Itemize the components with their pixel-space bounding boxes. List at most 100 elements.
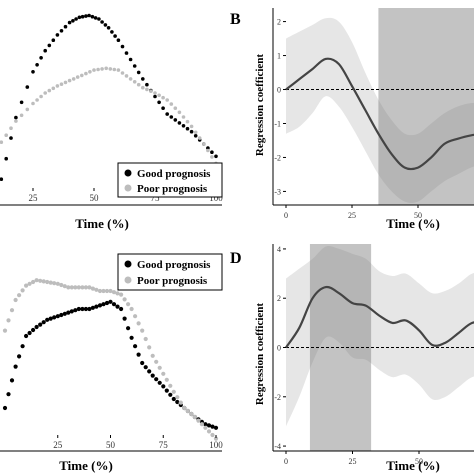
series-1-point bbox=[150, 353, 155, 358]
series-1-point bbox=[20, 288, 25, 293]
panel-a-plot bbox=[0, 13, 218, 181]
y-tick-label: -4 bbox=[274, 442, 281, 451]
series-0-point bbox=[51, 38, 56, 42]
series-1-point bbox=[112, 67, 117, 72]
confidence-band bbox=[286, 17, 474, 203]
y-tick-label: 4 bbox=[277, 245, 281, 254]
series-0-point bbox=[17, 354, 22, 359]
series-1-point bbox=[111, 290, 117, 295]
series-1-point bbox=[2, 328, 8, 333]
series-0-point bbox=[157, 380, 162, 385]
series-1-point bbox=[120, 71, 125, 75]
series-0-point bbox=[124, 51, 129, 55]
series-0-point bbox=[133, 344, 138, 349]
y-tick-label: 0 bbox=[277, 344, 281, 353]
series-0-point bbox=[73, 308, 78, 313]
series-1-point bbox=[182, 405, 187, 411]
series-0-point bbox=[153, 94, 157, 99]
legend-marker-good bbox=[124, 169, 132, 177]
series-0-point bbox=[181, 124, 186, 128]
series-0-point bbox=[59, 312, 64, 318]
series-0-point bbox=[119, 306, 124, 312]
series-1-point bbox=[66, 285, 71, 290]
panel-c: 25 50 75 100 Time (%) Good prognosis Poor p… bbox=[0, 253, 223, 473]
x-tick-label: 25 bbox=[348, 211, 356, 220]
series-0-point bbox=[35, 63, 39, 67]
series-1-point bbox=[199, 422, 204, 427]
series-1-point bbox=[100, 67, 104, 71]
series-1-point bbox=[177, 110, 182, 115]
series-1-point bbox=[31, 101, 35, 106]
series-0-point bbox=[52, 315, 57, 320]
series-1-point bbox=[104, 288, 110, 294]
legend-label-poor: Poor prognosis bbox=[137, 183, 208, 195]
series-1-point bbox=[189, 411, 194, 417]
series-0-point bbox=[126, 326, 131, 331]
y-tick-label: 1 bbox=[277, 52, 281, 61]
significant-region bbox=[309, 244, 372, 451]
series-1-point bbox=[175, 395, 180, 400]
series-1-point bbox=[71, 77, 76, 81]
panel-b-label: B bbox=[230, 11, 241, 28]
series-0-point bbox=[87, 306, 92, 312]
series-0-point bbox=[111, 302, 117, 307]
series-1-point bbox=[92, 68, 96, 72]
series-0-point bbox=[2, 405, 8, 411]
series-1-point bbox=[116, 68, 121, 72]
x-tick-label: 25 bbox=[53, 440, 63, 450]
series-0-point bbox=[210, 150, 214, 154]
series-1-point bbox=[55, 281, 60, 286]
series-0-point bbox=[185, 126, 190, 131]
series-0-point bbox=[87, 13, 91, 18]
series-1-point bbox=[14, 119, 18, 123]
x-tick-label: 25 bbox=[29, 193, 39, 203]
y-tick-label: 0 bbox=[277, 86, 281, 95]
series-0-point bbox=[143, 365, 148, 370]
series-1-point bbox=[119, 292, 124, 297]
series-1-point bbox=[202, 142, 206, 146]
series-1-point bbox=[80, 73, 84, 78]
series-1-point bbox=[161, 371, 166, 376]
series-1-point bbox=[197, 136, 202, 140]
series-1-point bbox=[173, 106, 178, 110]
series-0-point bbox=[13, 364, 18, 369]
series-1-point bbox=[84, 71, 88, 76]
series-1-point bbox=[35, 98, 39, 102]
series-0-point bbox=[38, 322, 43, 327]
series-1-point bbox=[13, 297, 18, 303]
series-1-point bbox=[153, 91, 157, 95]
series-1-point bbox=[157, 93, 161, 98]
panel-d-y-label: Regression coefficient bbox=[254, 303, 266, 405]
series-0-point bbox=[9, 378, 15, 383]
series-1-point bbox=[108, 67, 113, 71]
series-1-point bbox=[141, 85, 145, 90]
series-1-point bbox=[145, 87, 149, 92]
series-1-point bbox=[185, 408, 190, 414]
series-1-point bbox=[9, 126, 13, 130]
series-1-point bbox=[52, 281, 57, 286]
series-0-point bbox=[154, 377, 159, 382]
series-1-point bbox=[0, 140, 4, 144]
panel-d-plot bbox=[285, 244, 474, 451]
panel-c-legend-box bbox=[117, 253, 223, 291]
series-1-point bbox=[48, 280, 53, 285]
series-0-point bbox=[136, 70, 141, 75]
series-0-point bbox=[94, 304, 99, 309]
series-0-point bbox=[193, 134, 198, 138]
series-1-point bbox=[17, 293, 22, 298]
series-1-point bbox=[63, 80, 68, 85]
series-1-point bbox=[47, 88, 52, 93]
series-1-point bbox=[25, 107, 30, 112]
legend-marker-poor bbox=[124, 184, 132, 192]
series-0-point bbox=[19, 100, 24, 105]
series-1-point bbox=[97, 288, 103, 294]
y-tick-label: -3 bbox=[274, 187, 281, 196]
series-0-point bbox=[100, 20, 104, 24]
x-tick-label: 50 bbox=[90, 193, 100, 203]
x-tick-label: 50 bbox=[106, 440, 116, 450]
series-1-point bbox=[88, 70, 92, 74]
series-0-point bbox=[43, 48, 47, 53]
panel-b: B 210-1-2-30 25 50 Regression coefficient … bbox=[230, 8, 474, 231]
series-1-point bbox=[143, 336, 148, 342]
